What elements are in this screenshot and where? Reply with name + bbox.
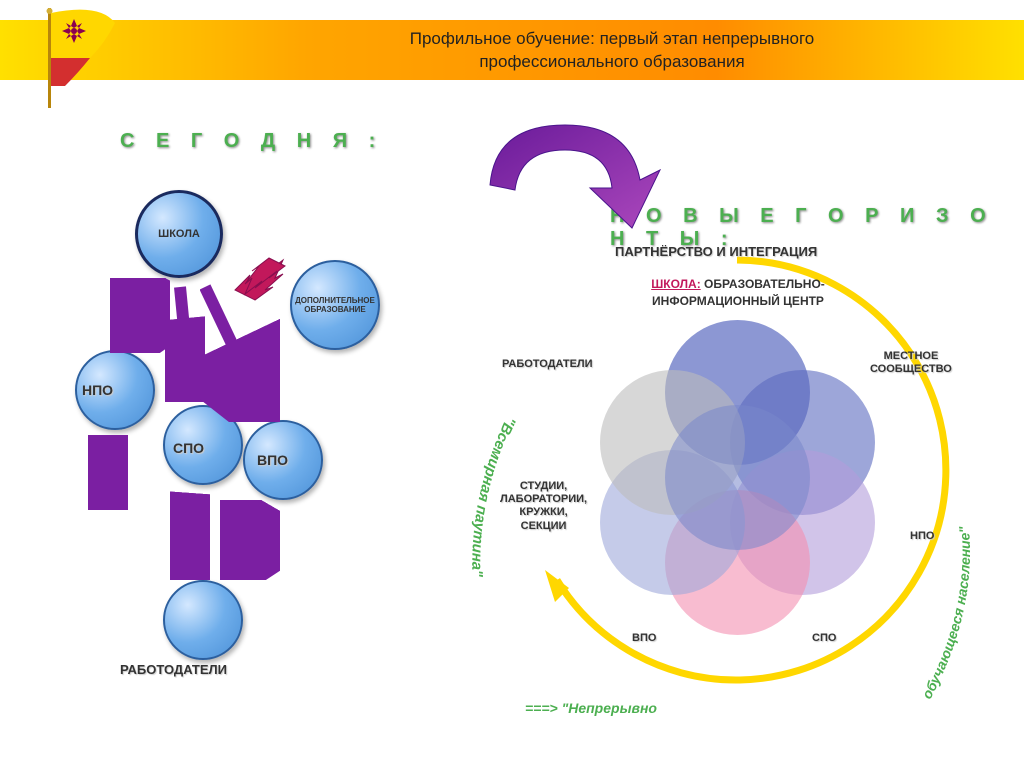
svg-text:обучающееся население": обучающееся население" — [919, 525, 973, 701]
school-rest: ОБРАЗОВАТЕЛЬНО- — [701, 277, 825, 291]
title-line-2: профессионального образования — [479, 52, 744, 71]
flag-icon — [40, 8, 120, 108]
svg-text:"Всемирная паутина": "Всемирная паутина" — [468, 414, 519, 579]
school-center-label-2: ИНФОРМАЦИОННЫЙ ЦЕНТР — [608, 294, 868, 308]
title-line-1: Профильное обучение: первый этап непреры… — [410, 29, 814, 48]
flow-arrow-icon — [220, 500, 280, 580]
node-employers-label: РАБОТОДАТЕЛИ — [120, 662, 227, 677]
venn-label-spo: СПО — [812, 632, 836, 645]
page-title: Профильное обучение: первый этап непреры… — [280, 28, 944, 74]
curved-text-bottom: ===> "Непрерывно — [525, 700, 657, 716]
flow-arrow-icon — [110, 278, 170, 353]
node-school-label: ШКОЛА — [158, 228, 200, 240]
venn-label-vpo: ВПО — [632, 632, 656, 645]
node-additional-education: ДОПОЛНИТЕЛЬНОЕ ОБРАЗОВАНИЕ — [290, 260, 380, 350]
node-spo-label: СПО — [173, 440, 204, 456]
bidirectional-arrow-icon — [225, 250, 295, 310]
flow-arrow-icon — [165, 282, 205, 402]
ring-top-label: ПАРТНЁРСТВО И ИНТЕГРАЦИЯ — [615, 244, 817, 259]
curved-text-left: "Всемирная паутина" — [440, 400, 620, 720]
node-vpo-label: ВПО — [257, 452, 288, 468]
venn-label-community: МЕСТНОЕ СООБЩЕСТВО — [870, 350, 952, 376]
flow-arrow-icon — [170, 490, 210, 580]
section-label-today: С Е Г О Д Н Я : — [120, 130, 383, 153]
transition-arrow-icon — [470, 110, 670, 230]
node-school: ШКОЛА — [135, 190, 223, 278]
curved-text-right: обучающееся население" — [870, 400, 1024, 720]
node-employers — [163, 580, 243, 660]
school-prefix: ШКОЛА: — [651, 277, 701, 291]
node-additional-label: ДОПОЛНИТЕЛЬНОЕ ОБРАЗОВАНИЕ — [295, 296, 375, 314]
school-center-label-1: ШКОЛА: ОБРАЗОВАТЕЛЬНО- — [608, 277, 868, 291]
node-npo-label: НПО — [82, 382, 113, 398]
venn-diagram — [590, 320, 880, 610]
venn-label-employers: РАБОТОДАТЕЛИ — [502, 358, 593, 371]
venn-circle — [665, 405, 810, 550]
flow-arrow-icon — [88, 435, 128, 510]
